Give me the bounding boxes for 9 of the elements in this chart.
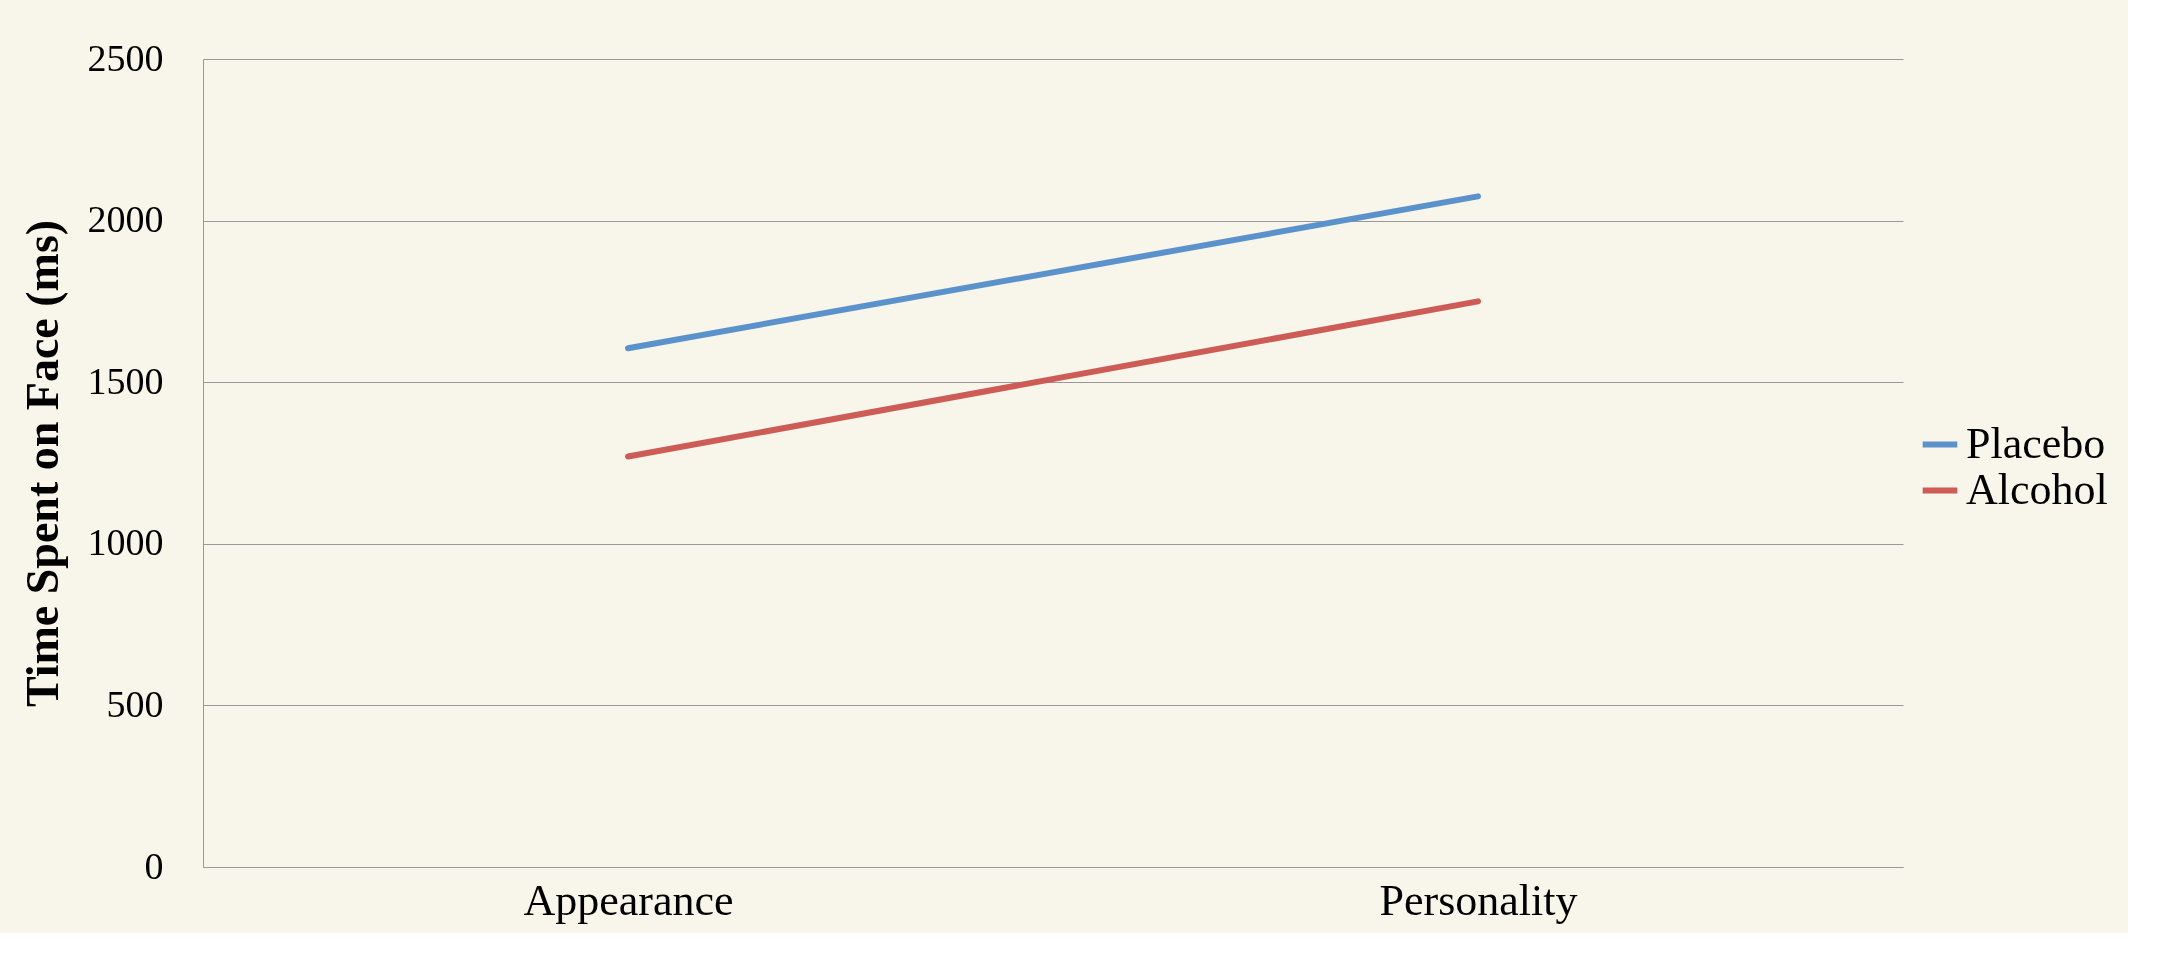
y-tick-label: 1500 — [87, 359, 164, 402]
y-tick-label: 500 — [106, 682, 164, 725]
x-tick-label: Personality — [1379, 875, 1578, 925]
y-tick-label: 2000 — [87, 198, 164, 241]
y-tick-label: 0 — [144, 844, 164, 887]
y-tick-label: 1000 — [87, 521, 164, 564]
x-tick-label: Appearance — [523, 875, 734, 925]
y-axis-title: Time Spent on Face (ms) — [16, 219, 68, 708]
y-tick-label: 2500 — [87, 36, 164, 79]
